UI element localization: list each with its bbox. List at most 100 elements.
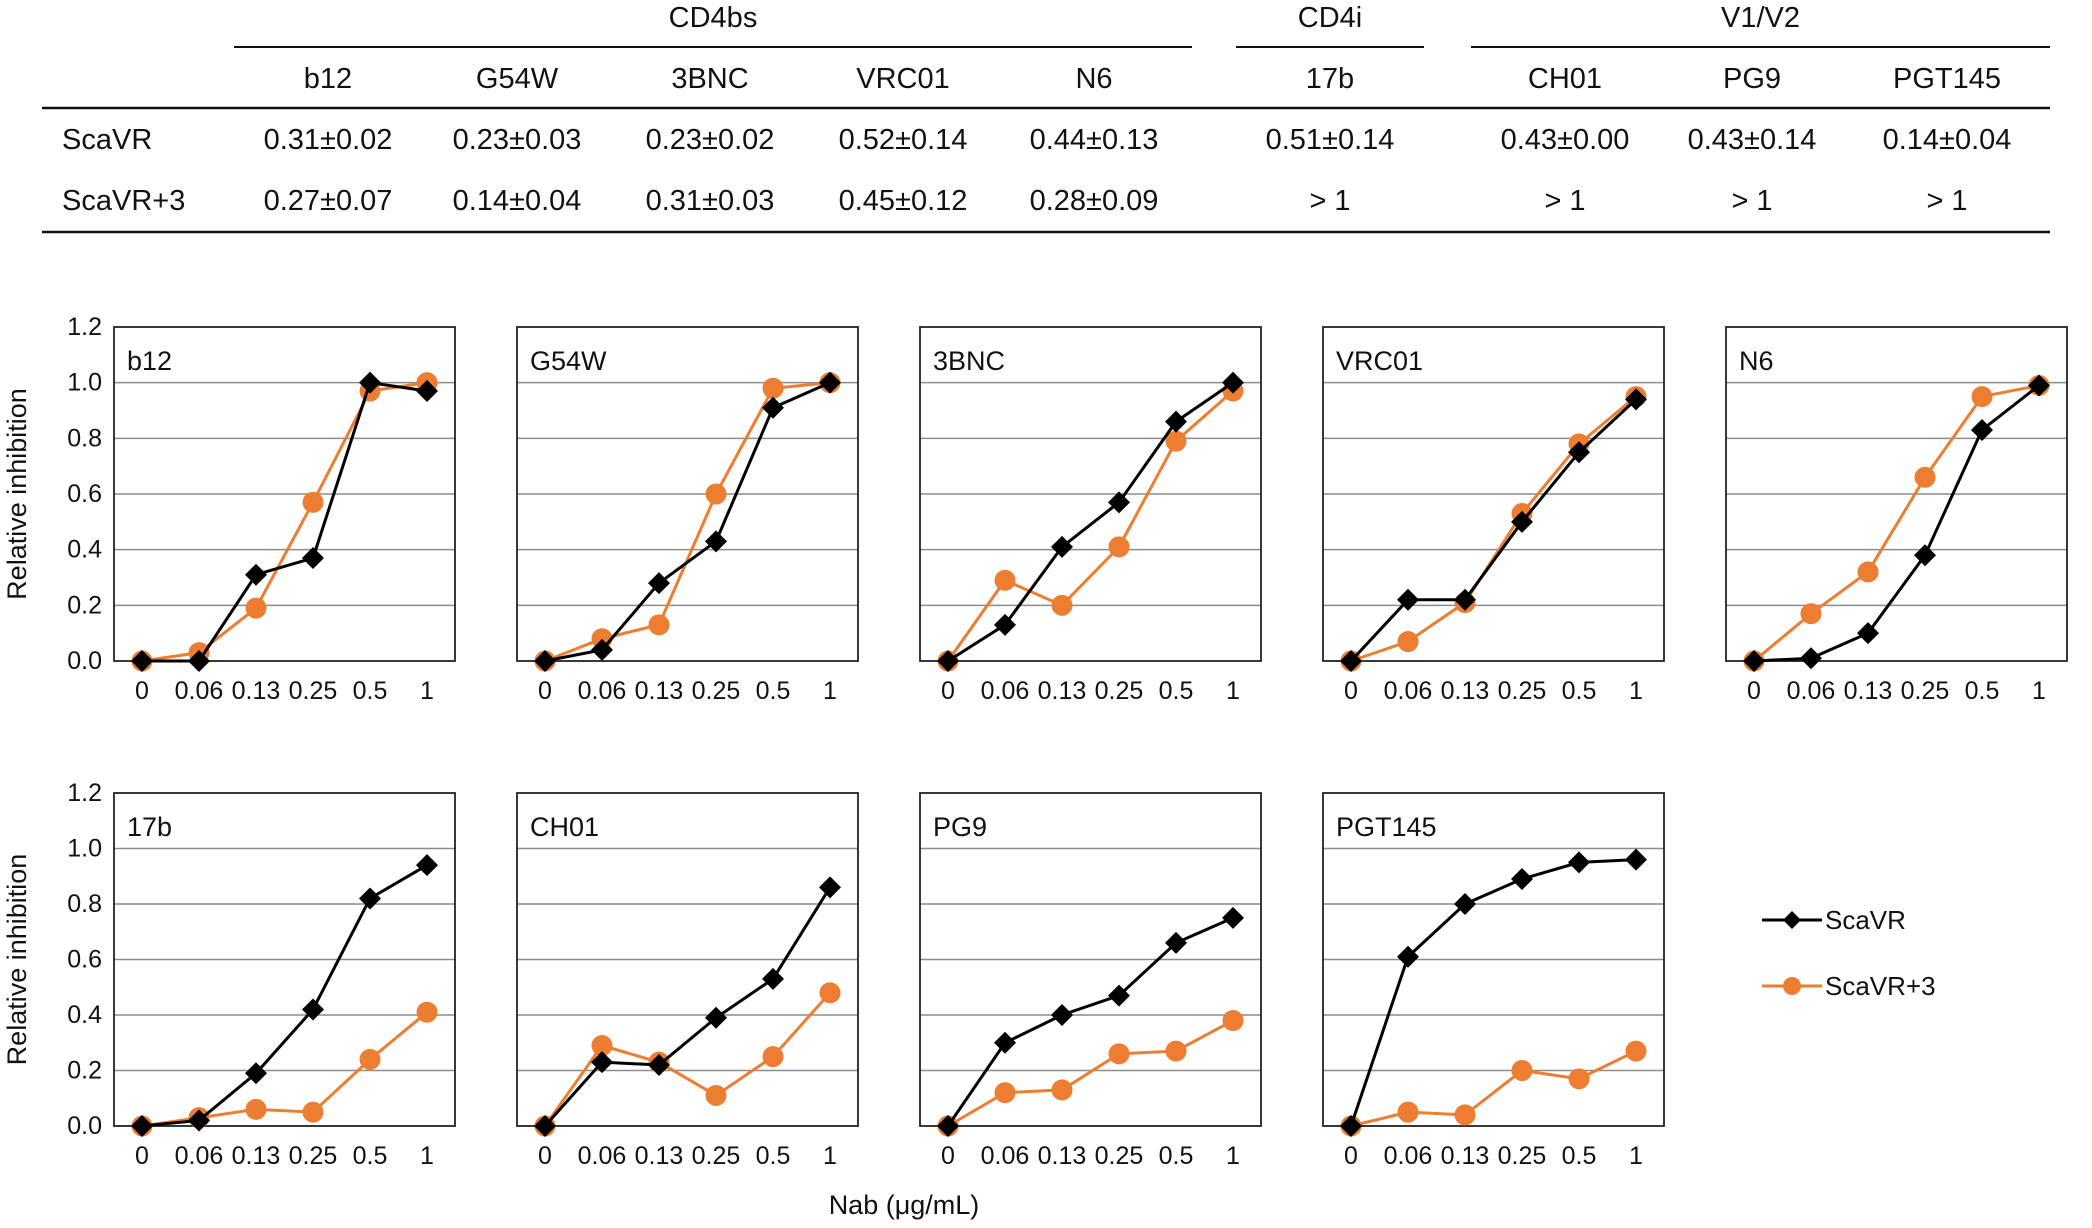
series-line [947,1019,1234,1128]
y-tick-label: 0.8 [67,424,102,452]
data-point-circle [1165,430,1187,452]
data-point-circle [1857,561,1879,583]
series-line [1350,395,1637,663]
x-tick-label: 0.13 [1038,1142,1087,1170]
x-tick-label: 1 [823,677,837,705]
x-tick-label: 0.25 [1498,677,1547,705]
column-header: N6 [1075,63,1112,95]
data-point-circle [994,1082,1016,1104]
table-cell: 0.14±0.04 [1883,124,2012,156]
legend-item: ScaVR [1762,905,1906,935]
x-tick-label: 0 [941,1142,955,1170]
y-tick-label: 0.6 [67,946,102,974]
y-tick-label: 0.0 [67,647,102,675]
table-cell: > 1 [1544,185,1585,217]
data-point-diamond [705,1006,727,1029]
data-point-diamond [1051,535,1073,558]
x-tick-label: 0.25 [1498,1142,1547,1170]
x-tick-label: 0.25 [289,1142,338,1170]
data-point-diamond [1454,893,1476,915]
table-cell: 0.23±0.02 [646,124,775,156]
x-tick-label: 0.06 [578,677,627,705]
data-point-diamond [648,1053,670,1076]
data-point-circle [1222,1010,1244,1032]
chart-panel: 0 0.06 0.13 0.25 0.5 1 N6 [1725,326,2068,705]
data-point-diamond [1511,868,1533,891]
data-point-diamond [1222,371,1244,394]
series-line [946,916,1234,1127]
data-point-diamond [1511,510,1533,533]
data-point-diamond [762,967,784,990]
column-header: PG9 [1723,63,1781,95]
x-tick-label: 0.06 [578,1142,627,1170]
inhibition-charts: 0.0 0.2 0.4 0.6 0.8 1.0 1.2 Relative inhibition… [2,313,2068,1170]
table-cell: 0.51±0.14 [1266,124,1395,156]
panel-title: N6 [1739,346,1774,376]
data-point-diamond [591,1051,613,1074]
chart-panel: 0 0.06 0.13 0.25 0.5 1 PG9 [919,792,1262,1170]
table-cell: > 1 [1926,185,1967,217]
data-point-diamond [188,650,210,672]
series-line [946,389,1234,662]
table-cell: 0.28±0.09 [1030,185,1159,217]
x-tick-label: 0.25 [1901,677,1950,705]
x-tick-label: 0 [135,677,149,705]
legend: ScaVR ScaVR+3 [1762,905,1936,1001]
series-line [1349,398,1638,663]
series-line [141,381,428,663]
column-header: G54W [476,63,559,95]
x-tick-label: 0.5 [1562,1142,1597,1170]
table-cell: 0.14±0.04 [453,185,582,217]
data-point-diamond [994,1031,1016,1054]
data-point-diamond [819,876,841,899]
series-line [544,381,831,663]
x-tick-label: 0.06 [175,677,224,705]
chart-panel: 0.0 0.2 0.4 0.6 0.8 1.0 1.2 Relative inhibition… [2,779,456,1170]
panel-title: VRC01 [1336,346,1423,376]
series-line [141,1011,428,1128]
x-tick-label: 0.06 [1787,677,1836,705]
y-tick-label: 0.2 [67,591,102,619]
data-point-circle [705,1084,727,1106]
data-point-diamond [188,1109,210,1132]
x-tick-label: 0.5 [1159,677,1194,705]
legend-marker-circle [1783,977,1801,995]
data-point-circle [762,1046,784,1068]
data-point-circle [1108,536,1130,558]
data-point-diamond [1108,491,1130,514]
group-header: CD4bs [669,2,758,34]
x-tick-label: 0.13 [232,677,281,705]
data-point-diamond [416,854,438,877]
data-point-circle [705,483,727,505]
y-axis-title: Relative inhibition [2,854,32,1066]
legend-marker-diamond [1783,911,1801,929]
data-point-diamond [359,887,381,910]
x-tick-label: 0 [135,1142,149,1170]
column-header: b12 [304,63,352,95]
panel-title: PGT145 [1336,812,1437,842]
data-point-circle [302,1101,324,1123]
group-header: V1/V2 [1721,2,1800,34]
data-point-circle [819,982,841,1004]
data-point-diamond [1971,418,1993,441]
series-line [1350,1049,1637,1128]
x-tick-label: 1 [420,677,434,705]
data-point-circle [1800,603,1822,625]
data-point-circle [648,614,670,636]
row-label: ScaVR+3 [62,185,185,217]
table-cell: 0.52±0.14 [839,124,968,156]
x-tick-label: 0.25 [692,677,741,705]
x-tick-label: 0.06 [1384,1142,1433,1170]
series-line [543,991,832,1127]
table-cell: 0.44±0.13 [1030,124,1159,156]
y-tick-label: 0.6 [67,480,102,508]
data-point-diamond [1340,1115,1362,1137]
data-point-circle [416,1001,438,1023]
table-cell: > 1 [1309,185,1350,217]
x-tick-label: 0.5 [1965,677,2000,705]
x-tick-label: 0.06 [981,1142,1030,1170]
y-tick-label: 0.8 [67,890,102,918]
data-point-diamond [245,1062,267,1085]
y-tick-label: 1.0 [67,835,102,863]
x-tick-label: 0 [941,677,955,705]
